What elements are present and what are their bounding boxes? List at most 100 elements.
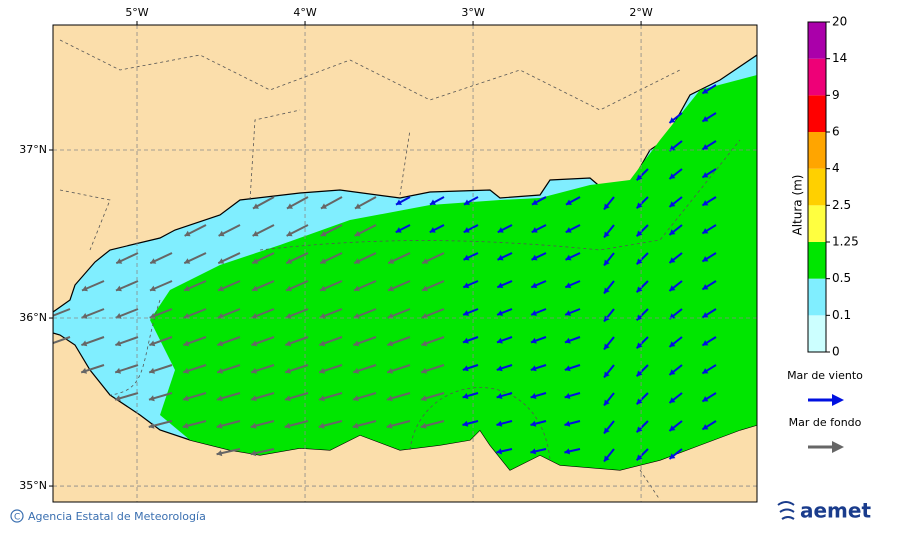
wave-arrow-head [564, 365, 571, 372]
colorbar-band [808, 205, 826, 242]
wave-arrow-head [216, 422, 223, 429]
wave-arrow-head [531, 310, 538, 316]
wave-arrow-head [496, 393, 503, 399]
wave-arrow-head [636, 398, 643, 405]
wave-arrow-head [115, 313, 122, 319]
wave-arrow-head [530, 448, 537, 455]
wave-arrow-head [217, 367, 224, 374]
wave-arrow-head [318, 395, 325, 402]
wave-arrow-head [531, 227, 538, 233]
wave-arrow-head [669, 397, 676, 403]
wave-arrow-head [496, 365, 503, 372]
wave-arrow-head [353, 367, 360, 374]
wave-arrow-head [462, 365, 469, 372]
wave-arrow-head [462, 393, 469, 399]
legend-label: Mar de viento [787, 369, 863, 382]
legend-arrow-head [832, 441, 844, 453]
wave-arrow [53, 308, 71, 317]
wave-arrow-head [53, 345, 54, 347]
colorbar-band [808, 168, 826, 206]
wave-arrow-head [669, 341, 676, 347]
wave-arrow-head [353, 340, 360, 347]
lat-label: 37°N [19, 143, 47, 156]
wave-arrow-head [564, 448, 571, 455]
wave-arrow-head [702, 424, 709, 430]
wave-arrow-head [286, 230, 293, 237]
wave-arrow-head [531, 254, 538, 261]
colorbar-band [808, 242, 826, 279]
lat-label: 36°N [19, 311, 47, 324]
wave-arrow-head [386, 395, 393, 402]
wave-arrow-head [252, 203, 259, 209]
wave-arrow-head [603, 427, 610, 434]
wave-arrow-head [497, 227, 504, 233]
wave-arrow-head [702, 228, 709, 234]
wave-arrow-head [319, 367, 326, 374]
wave-arrow-head [251, 340, 258, 347]
wave-arrow-head [565, 310, 572, 316]
wave-arrow-head [603, 343, 610, 350]
wave-arrow-head [81, 340, 88, 347]
wave-arrow-head [531, 199, 538, 205]
wave-arrow-head [284, 422, 291, 429]
wave-arrow-head [250, 395, 257, 402]
wave-arrow-head [184, 258, 191, 264]
wave-arrow-head [352, 395, 359, 402]
copyright-icon [10, 509, 24, 523]
wave-arrow-head [496, 420, 503, 427]
wave-arrow-head [636, 230, 643, 237]
wave-arrow-head [669, 425, 676, 431]
wave-arrow-head [603, 399, 610, 406]
wave-arrow-head [669, 173, 676, 179]
wave-arrow-head [148, 422, 155, 429]
wave-arrow-head [386, 422, 393, 429]
wave-arrow-head [217, 340, 224, 347]
colorbar-band [808, 132, 826, 169]
wave-arrow-head [421, 313, 428, 319]
wave-arrow-head [251, 313, 258, 319]
colorbar-title: Altura (m) [791, 174, 805, 235]
wave-arrow-head [388, 258, 395, 264]
wave-arrow-head [463, 310, 470, 316]
wave-arrow-head [318, 422, 325, 429]
wave-arrow-head [564, 337, 571, 344]
wave-arrow-head [115, 285, 122, 292]
wave-arrow-head [183, 340, 190, 347]
wave-arrow-head [702, 368, 709, 374]
logo-mark [777, 501, 795, 520]
wave-arrow-head [286, 203, 293, 209]
wave-arrow-head [354, 203, 361, 209]
wave-arrow-head [530, 337, 537, 344]
wave-arrow-head [636, 202, 643, 209]
lon-label: 5°W [125, 6, 148, 19]
wave-arrow-head [603, 371, 610, 378]
wave-arrow-head [149, 340, 156, 347]
wave-arrow-head [217, 285, 224, 292]
colorbar-label: 14 [832, 51, 847, 65]
wave-arrow-head [603, 259, 610, 266]
wave-arrow-head [636, 454, 643, 461]
colorbar-label: 0.5 [832, 271, 851, 285]
wave-arrow-head [218, 230, 225, 237]
wave-arrow-head [429, 227, 436, 233]
wave-arrow-head [530, 393, 537, 399]
wave-arrow-head [285, 340, 292, 347]
wave-arrow-head [216, 450, 223, 457]
wave-arrow-head [565, 254, 572, 261]
colorbar-band [808, 315, 826, 352]
wave-arrow-head [81, 285, 88, 292]
legend-label: Mar de fondo [789, 416, 862, 429]
wave-arrow-head [463, 254, 470, 261]
wave-arrow-head [669, 285, 676, 291]
wave-arrow-head [285, 367, 292, 374]
wave-arrow-head [81, 367, 88, 374]
colorbar-label: 1.25 [832, 235, 859, 249]
wave-arrow-head [217, 313, 224, 319]
colorbar-label: 2.5 [832, 198, 851, 212]
wave-arrow-head [149, 285, 156, 292]
wave-arrow-head [421, 367, 428, 374]
wave-arrow-head [250, 422, 257, 429]
wave-arrow-head [218, 258, 225, 264]
lon-label: 4°W [293, 6, 316, 19]
wave-arrow-head [564, 393, 571, 399]
